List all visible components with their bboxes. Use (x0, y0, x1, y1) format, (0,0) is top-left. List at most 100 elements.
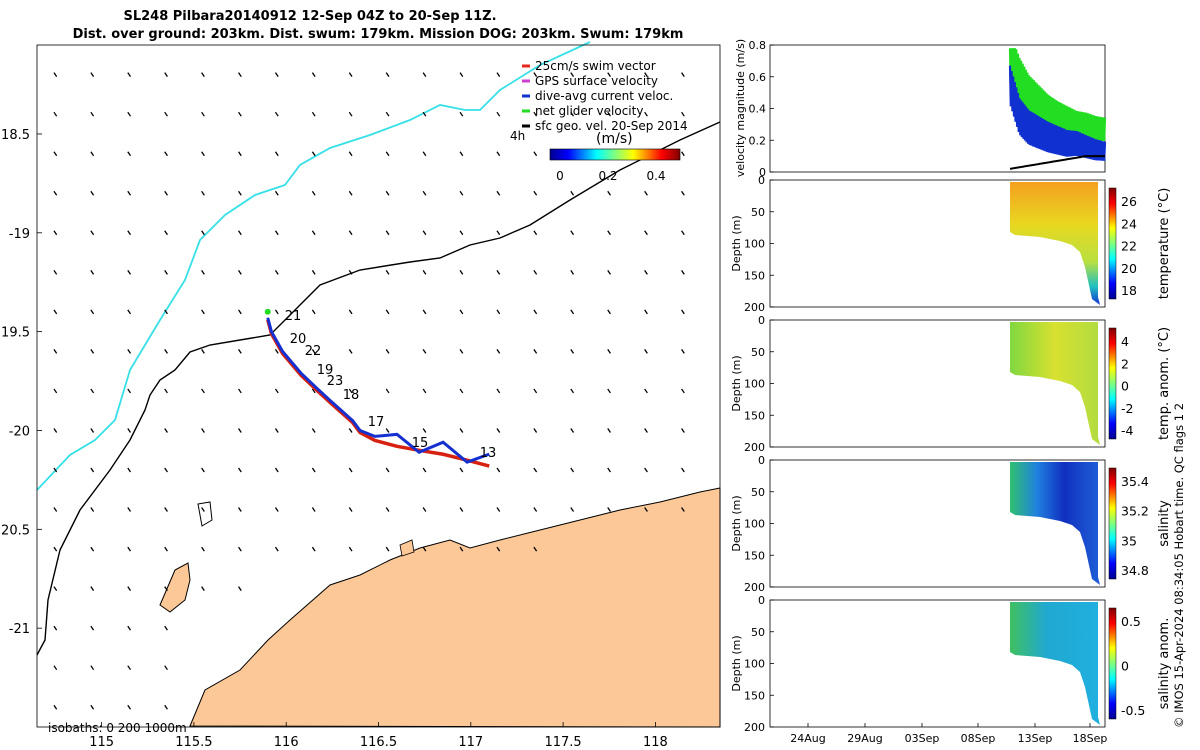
vector-arrow (274, 467, 279, 473)
map-x-tick-label: 117.5 (544, 735, 581, 750)
map-y-tick-label: -20 (9, 424, 30, 439)
colorbar-label: salinity (1157, 500, 1172, 547)
depth-tick-label: 150 (744, 689, 765, 702)
depth-tick-label: 150 (744, 409, 765, 422)
velocity-y-tick-label: 0 (759, 166, 766, 179)
vector-arrow (385, 309, 390, 315)
track-day-label: 17 (368, 415, 385, 430)
section-colorbar (1108, 187, 1117, 300)
vector-arrow (348, 388, 353, 394)
vector-arrow (496, 507, 501, 512)
vector-arrow (681, 507, 685, 512)
vector-arrow (164, 586, 168, 591)
time-x-axis: 24Aug 29Aug 03Sep 08Sep 13Sep 18Sep (790, 723, 1107, 745)
map-x-tick-label: 116.5 (360, 735, 397, 750)
vector-arrow (90, 269, 95, 275)
colorbar-tick-label: 0 (1121, 379, 1129, 394)
velocity-panel: 0.8 0.6 0.4 0.2 0 velocity magnitude (m/s) (734, 39, 1107, 179)
vector-arrow (570, 72, 575, 78)
vector-arrow (201, 151, 205, 157)
vector-arrow (385, 428, 390, 433)
map-y-tick-label: -19 (9, 227, 30, 242)
vector-arrow (533, 349, 538, 354)
section-data (1010, 602, 1100, 725)
vector-arrow (348, 72, 353, 78)
vector-arrow (459, 546, 464, 552)
vector-arrow (311, 269, 316, 275)
vector-arrow (422, 507, 427, 512)
vector-arrow (238, 546, 242, 552)
time-tick-label: 08Sep (961, 732, 996, 745)
vector-arrow (385, 230, 390, 236)
vector-arrow (274, 388, 279, 394)
colorbar-tick-0: 0 (556, 169, 564, 183)
vector-arrow (53, 467, 58, 473)
track-day-label: 19 (317, 363, 334, 378)
depth-tick-label: 150 (744, 549, 765, 562)
depth-ylabel: Depth (m) (730, 495, 743, 551)
map-x-tick-label: 115.5 (175, 735, 212, 750)
velocity-series (1008, 48, 1107, 170)
vector-arrow (348, 467, 353, 473)
vector-arrow (496, 111, 501, 117)
vector-arrow (607, 467, 611, 473)
vector-arrow (459, 428, 464, 433)
vector-arrow (164, 349, 168, 354)
vector-arrow (311, 467, 316, 473)
vector-arrow (348, 230, 353, 236)
vector-arrow (90, 151, 95, 157)
vector-arrow (127, 190, 132, 196)
colorbar-label: temp. anom. (°C) (1157, 327, 1172, 440)
vector-arrow (644, 111, 648, 117)
vector-arrow (422, 309, 427, 315)
vector-arrow (607, 72, 611, 78)
section-panel-temp_anom: 0 50 100 150 200 Depth (m) 4 2 0 -2 -4 temp. anom. … (730, 314, 1172, 454)
vector-arrow (164, 625, 168, 631)
depth-tick-label: 100 (744, 238, 765, 251)
vector-arrow (533, 428, 538, 433)
section-colorbar (1108, 467, 1117, 580)
current-velocity-track (266, 317, 490, 464)
track-day-label: 22 (305, 344, 322, 359)
vector-arrow (348, 349, 353, 354)
depth-tick-label: 150 (744, 269, 765, 282)
vector-arrow (127, 72, 132, 78)
vector-arrow (348, 111, 353, 117)
vector-arrow (90, 467, 95, 473)
vector-arrow (348, 269, 353, 275)
depth-tick-label: 200 (744, 721, 765, 734)
vector-arrow (533, 190, 538, 196)
vector-arrow (311, 151, 316, 157)
vector-arrow (311, 72, 316, 78)
vector-arrow (533, 151, 538, 157)
vector-arrow (496, 467, 501, 473)
vector-arrow (127, 230, 132, 236)
vector-arrow (348, 151, 353, 157)
vector-arrow (681, 309, 685, 315)
section-colorbar (1108, 607, 1117, 720)
vector-arrow (274, 349, 279, 354)
vector-arrow (53, 269, 58, 275)
vector-arrow (459, 507, 464, 512)
vector-arrow (385, 269, 390, 275)
track-day-label: 20 (290, 332, 307, 347)
vector-arrow (90, 507, 95, 512)
vector-arrow (570, 111, 575, 117)
track-start-marker (264, 308, 271, 315)
vector-arrow (274, 111, 279, 117)
vector-arrow (90, 388, 95, 394)
vector-arrow (127, 349, 132, 354)
vector-arrow (90, 665, 95, 671)
vector-arrow (496, 428, 501, 433)
vector-arrow (681, 269, 685, 275)
figure-title-line1: SL248 Pilbara20140912 12-Sep 04Z to 20-S… (123, 9, 496, 24)
vector-arrow (127, 625, 132, 631)
colorbar-tick-label: -0.5 (1121, 703, 1145, 718)
vector-arrow (311, 230, 316, 236)
vector-arrow (53, 349, 58, 354)
vector-arrow (311, 309, 316, 315)
time-tick-label: 29Aug (847, 732, 882, 745)
